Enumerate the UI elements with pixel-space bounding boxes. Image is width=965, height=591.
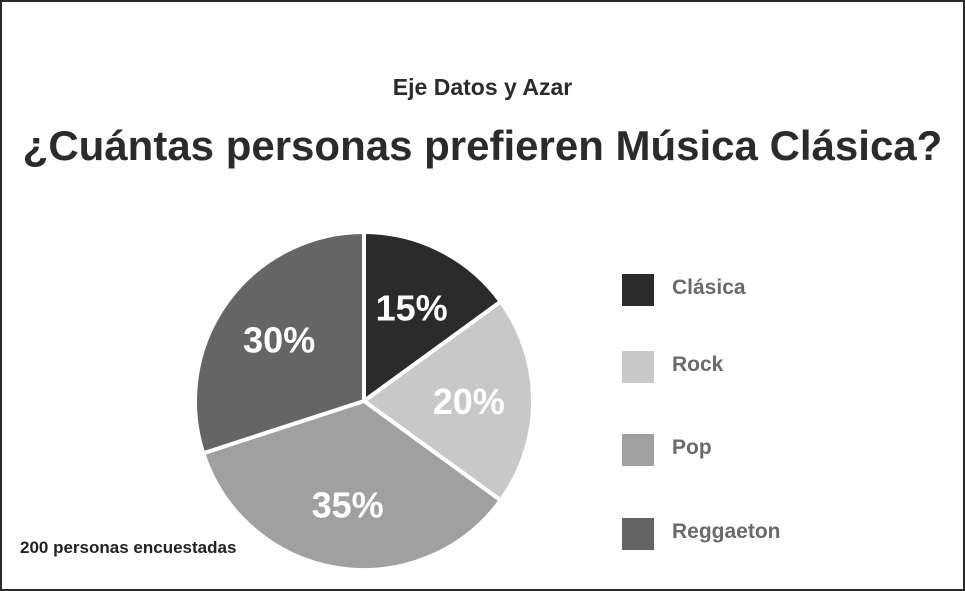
pie-slice-pop <box>201 399 503 572</box>
legend-label-rock: Rock <box>672 353 724 376</box>
legend-swatch-reggaeton <box>622 518 654 550</box>
legend-label-reggaeton: Reggaeton <box>672 520 781 543</box>
slice-label-rock: 20% <box>433 381 505 422</box>
legend-label-clasica: Clásica <box>672 276 746 299</box>
slice-label-clasica: 15% <box>376 288 448 329</box>
pie-slice-clasica <box>362 230 503 403</box>
legend-swatch-rock <box>622 351 654 383</box>
slice-label-pop: 35% <box>312 485 384 526</box>
chart-title: ¿Cuántas personas prefieren Música Clási… <box>22 122 943 169</box>
legend-label-pop: Pop <box>672 436 712 459</box>
pie-slice-reggaeton <box>193 230 366 456</box>
legend-swatch-clasica <box>622 274 654 306</box>
chart-subtitle: Eje Datos y Azar <box>392 74 573 100</box>
pie-slice-rock <box>362 299 535 503</box>
survey-footnote: 200 personas encuestadas <box>20 538 237 557</box>
slice-label-reggaeton: 30% <box>243 319 315 360</box>
legend-swatch-pop <box>622 434 654 466</box>
